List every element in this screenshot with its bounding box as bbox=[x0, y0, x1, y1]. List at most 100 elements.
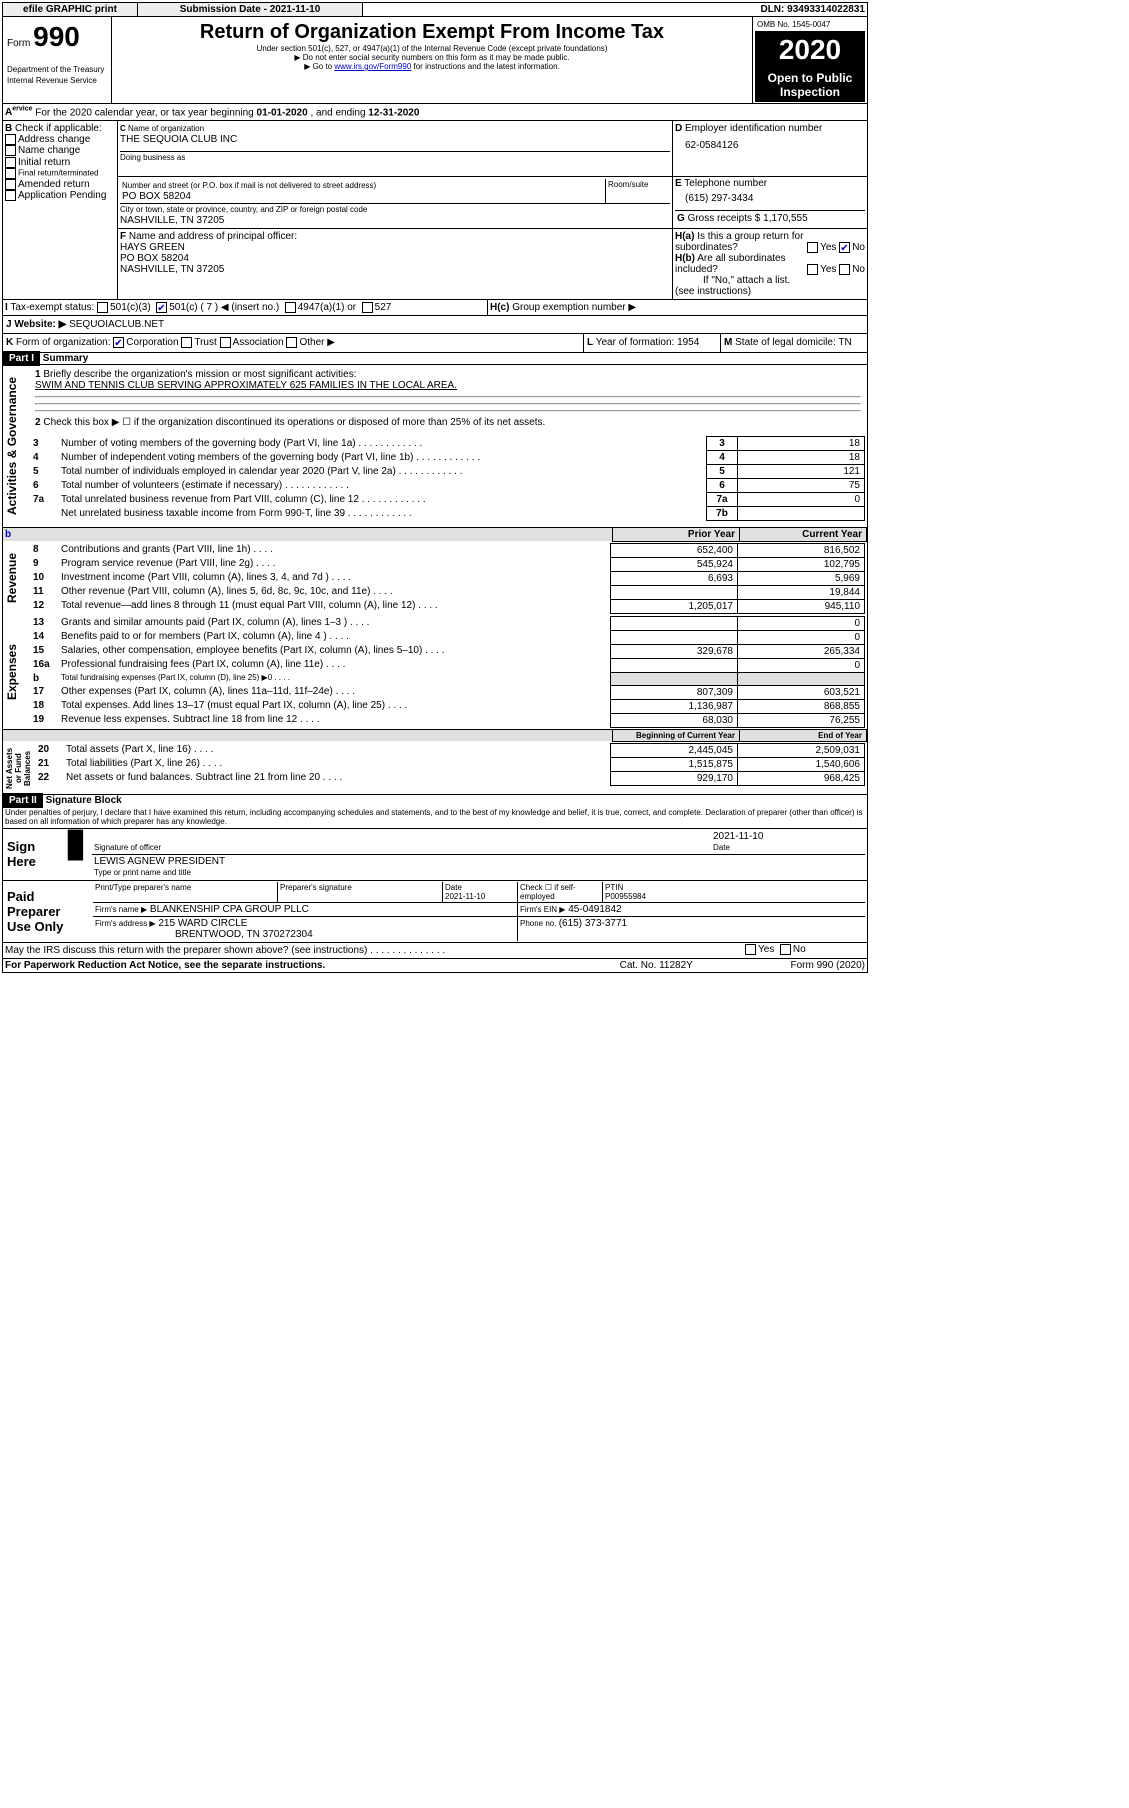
subtitle1: Under section 501(c), 527, or 4947(a)(1)… bbox=[116, 44, 748, 53]
declaration: Under penalties of perjury, I declare th… bbox=[3, 806, 867, 829]
faddr-val: 215 WARD CIRCLE bbox=[158, 918, 247, 929]
l-lbl: Year of formation: bbox=[596, 337, 677, 348]
side-activities: Activities & Governance bbox=[5, 366, 19, 526]
form-title: Return of Organization Exempt From Incom… bbox=[116, 21, 748, 44]
curr-hdr: Current Year bbox=[802, 529, 862, 540]
subtitle2: ▶ Do not enter social security numbers o… bbox=[116, 53, 748, 62]
addr-lbl: Number and street (or P.O. box if mail i… bbox=[122, 181, 376, 190]
discuss-no[interactable] bbox=[780, 944, 791, 955]
assoc-checkbox[interactable] bbox=[220, 337, 231, 348]
org-name: THE SEQUOIA CLUB INC bbox=[120, 134, 237, 145]
room-lbl: Room/suite bbox=[606, 179, 671, 203]
amended-return-checkbox[interactable]: Amended return bbox=[5, 179, 115, 190]
sub3a: ▶ Go to bbox=[304, 62, 334, 71]
hb-no[interactable] bbox=[839, 264, 850, 275]
period-begin: 01-01-2020 bbox=[257, 107, 308, 118]
sign-here: Sign Here bbox=[7, 839, 36, 869]
year-formation: 1954 bbox=[677, 337, 699, 348]
ha-lbl: Is this a group return for subordinates? bbox=[675, 231, 803, 253]
ha-yes[interactable] bbox=[807, 242, 818, 253]
city: NASHVILLE, TN 37205 bbox=[120, 215, 224, 226]
c-name-lbl: Name of organization bbox=[128, 124, 204, 133]
discuss-yes[interactable] bbox=[745, 944, 756, 955]
period-label: For the 2020 calendar year, or tax year … bbox=[35, 107, 256, 118]
part2-title: Signature Block bbox=[46, 795, 122, 806]
prep-date-val: 2021-11-10 bbox=[445, 892, 485, 901]
period-end: 12-31-2020 bbox=[368, 107, 419, 118]
final-return-checkbox[interactable]: Final return/terminated bbox=[5, 168, 115, 179]
corp-checkbox[interactable]: ✔ bbox=[113, 337, 124, 348]
ptin-lbl: PTIN bbox=[605, 883, 623, 892]
trust-checkbox[interactable] bbox=[181, 337, 192, 348]
signer-name: LEWIS AGNEW PRESIDENT bbox=[94, 856, 225, 867]
other-checkbox[interactable] bbox=[286, 337, 297, 348]
m-lbl: State of legal domicile: bbox=[735, 337, 838, 348]
dept: Department of the Treasury bbox=[7, 65, 104, 74]
hb-note: If "No," attach a list. (see instruction… bbox=[675, 275, 790, 297]
ein-val: 45-0491842 bbox=[568, 904, 621, 915]
foot-b: Cat. No. 11282Y bbox=[587, 959, 726, 972]
app-pending-checkbox[interactable]: Application Pending bbox=[5, 190, 115, 201]
sig-lbl: Signature of officer bbox=[94, 843, 161, 852]
g-lbl: Gross receipts $ bbox=[688, 213, 764, 224]
officer-name: HAYS GREEN bbox=[120, 242, 185, 253]
part1-badge: Part I bbox=[3, 351, 40, 366]
dln: DLN: 93493314022831 bbox=[383, 3, 867, 17]
faddr-city: BRENTWOOD, TN 370272304 bbox=[95, 929, 313, 940]
gross-receipts: 1,170,555 bbox=[763, 213, 808, 224]
self-emp[interactable]: Check ☐ if self-employed bbox=[518, 882, 603, 903]
street: PO BOX 58204 bbox=[122, 191, 191, 202]
501c-checkbox[interactable]: ✔ bbox=[156, 302, 167, 313]
website: SEQUOIACLUB.NET bbox=[69, 319, 164, 330]
prep-name-lbl: Print/Type preparer's name bbox=[93, 882, 278, 903]
j-lbl: Website: ▶ bbox=[14, 319, 66, 330]
initial-return-checkbox[interactable]: Initial return bbox=[5, 157, 115, 168]
e-lbl: Telephone number bbox=[684, 178, 767, 189]
submission-date: Submission Date - 2021-11-10 bbox=[138, 3, 363, 17]
mission: SWIM AND TENNIS CLUB SERVING APPROXIMATE… bbox=[35, 380, 457, 391]
sub3b: for instructions and the latest informat… bbox=[411, 62, 560, 71]
side-rev: Revenue bbox=[5, 543, 19, 613]
name-change-checkbox[interactable]: Name change bbox=[5, 145, 115, 156]
domicile: TN bbox=[838, 337, 851, 348]
signer-lbl: Type or print name and title bbox=[94, 868, 191, 877]
4947-checkbox[interactable] bbox=[285, 302, 296, 313]
i-lbl: Tax-exempt status: bbox=[10, 302, 94, 313]
part1-title: Summary bbox=[43, 353, 89, 364]
ph-val: (615) 373-3771 bbox=[559, 918, 627, 929]
dba-lbl: Doing business as bbox=[120, 153, 185, 162]
prep-date-lbl: Date bbox=[445, 883, 462, 892]
501c3-checkbox[interactable] bbox=[97, 302, 108, 313]
ha-no[interactable]: ✔ bbox=[839, 242, 850, 253]
f-lbl: Name and address of principal officer: bbox=[129, 231, 297, 242]
beg-hdr: Beginning of Current Year bbox=[636, 731, 735, 740]
527-checkbox[interactable] bbox=[362, 302, 373, 313]
b-label: Check if applicable: bbox=[15, 123, 102, 134]
period-mid: , and ending bbox=[310, 107, 368, 118]
hb-yes[interactable] bbox=[807, 264, 818, 275]
firm-val: BLANKENSHIP CPA GROUP PLLC bbox=[150, 904, 309, 915]
paid-lbl: Paid Preparer Use Only bbox=[7, 889, 63, 934]
officer-addr: PO BOX 58204 bbox=[120, 253, 189, 264]
faddr-lbl: Firm's address ▶ bbox=[95, 919, 156, 928]
hc-lbl: Group exemption number ▶ bbox=[512, 302, 636, 313]
officer-city: NASHVILLE, TN 37205 bbox=[120, 264, 224, 275]
prep-sig-lbl: Preparer's signature bbox=[278, 882, 443, 903]
q1: Briefly describe the organization's miss… bbox=[43, 369, 356, 380]
addr-change-checkbox[interactable]: Address change bbox=[5, 134, 115, 145]
side-exp: Expenses bbox=[5, 617, 19, 727]
form-label: Form bbox=[7, 38, 30, 49]
efile-button[interactable]: efile GRAPHIC print bbox=[3, 3, 138, 17]
firm-lbl: Firm's name ▶ bbox=[95, 905, 147, 914]
sig-date-lbl: Date bbox=[713, 843, 730, 852]
ph-lbl: Phone no. bbox=[520, 919, 559, 928]
open-public: Open to Public Inspection bbox=[755, 68, 865, 102]
city-lbl: City or town, state or province, country… bbox=[120, 205, 367, 214]
part2-badge: Part II bbox=[3, 793, 43, 808]
foot-c: Form 990 (2020) bbox=[726, 959, 867, 972]
k-lbl: Form of organization: bbox=[16, 338, 111, 349]
form990-link[interactable]: www.irs.gov/Form990 bbox=[334, 62, 411, 71]
prior-hdr: Prior Year bbox=[688, 529, 735, 540]
may-discuss: May the IRS discuss this return with the… bbox=[5, 945, 367, 956]
end-hdr: End of Year bbox=[818, 731, 862, 740]
